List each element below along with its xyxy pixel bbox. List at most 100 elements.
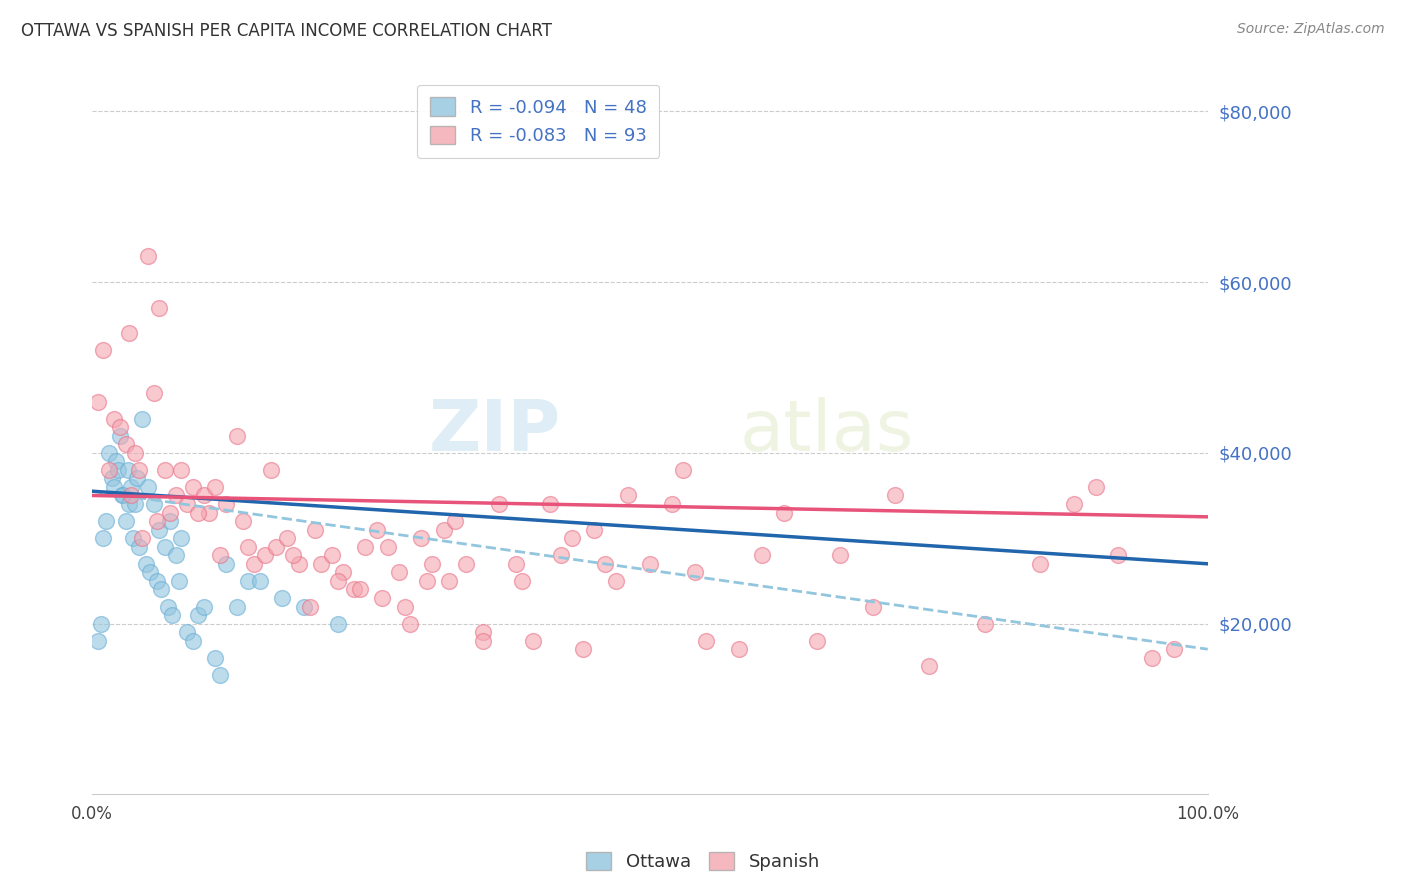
- Point: [209, 548, 232, 562]
- Point: [111, 488, 134, 502]
- Point: [595, 557, 617, 571]
- Point: [973, 616, 995, 631]
- Point: [103, 480, 125, 494]
- Point: [1140, 650, 1163, 665]
- Point: [238, 574, 260, 588]
- Point: [538, 497, 561, 511]
- Point: [125, 471, 148, 485]
- Point: [136, 480, 159, 494]
- Point: [118, 326, 141, 341]
- Point: [193, 488, 215, 502]
- Point: [505, 557, 527, 571]
- Point: [135, 557, 157, 571]
- Point: [276, 531, 298, 545]
- Point: [605, 574, 627, 588]
- Point: [672, 463, 695, 477]
- Point: [260, 463, 283, 477]
- Point: [249, 574, 271, 588]
- Point: [616, 488, 638, 502]
- Point: [471, 625, 494, 640]
- Point: [146, 574, 169, 588]
- Point: [326, 616, 349, 631]
- Text: atlas: atlas: [740, 397, 914, 466]
- Point: [153, 540, 176, 554]
- Point: [120, 480, 142, 494]
- Point: [91, 531, 114, 545]
- Text: Source: ZipAtlas.com: Source: ZipAtlas.com: [1237, 22, 1385, 37]
- Point: [304, 523, 326, 537]
- Point: [136, 249, 159, 263]
- Point: [638, 557, 661, 571]
- Point: [371, 591, 394, 605]
- Point: [238, 540, 260, 554]
- Point: [443, 514, 465, 528]
- Point: [416, 574, 439, 588]
- Point: [157, 599, 180, 614]
- Point: [1063, 497, 1085, 511]
- Point: [170, 463, 193, 477]
- Point: [114, 514, 136, 528]
- Point: [97, 463, 120, 477]
- Point: [215, 497, 238, 511]
- Point: [806, 633, 828, 648]
- Point: [292, 599, 315, 614]
- Point: [695, 633, 717, 648]
- Point: [583, 523, 606, 537]
- Point: [572, 642, 595, 657]
- Point: [772, 506, 794, 520]
- Point: [165, 488, 187, 502]
- Point: [150, 582, 173, 597]
- Point: [187, 506, 209, 520]
- Point: [422, 557, 444, 571]
- Point: [728, 642, 751, 657]
- Point: [287, 557, 309, 571]
- Point: [918, 659, 941, 673]
- Point: [87, 394, 110, 409]
- Legend: R = -0.094   N = 48, R = -0.083   N = 93: R = -0.094 N = 48, R = -0.083 N = 93: [418, 85, 659, 158]
- Text: OTTAWA VS SPANISH PER CAPITA INCOME CORRELATION CHART: OTTAWA VS SPANISH PER CAPITA INCOME CORR…: [21, 22, 553, 40]
- Point: [388, 566, 411, 580]
- Point: [510, 574, 533, 588]
- Point: [437, 574, 460, 588]
- Point: [243, 557, 266, 571]
- Point: [128, 540, 150, 554]
- Point: [94, 514, 117, 528]
- Point: [377, 540, 399, 554]
- Point: [170, 531, 193, 545]
- Point: [321, 548, 343, 562]
- Point: [108, 428, 131, 442]
- Point: [162, 608, 184, 623]
- Point: [226, 428, 249, 442]
- Point: [97, 446, 120, 460]
- Point: [254, 548, 277, 562]
- Point: [522, 633, 544, 648]
- Point: [198, 506, 221, 520]
- Point: [661, 497, 683, 511]
- Point: [399, 616, 422, 631]
- Point: [193, 599, 215, 614]
- Point: [101, 471, 124, 485]
- Point: [131, 411, 153, 425]
- Point: [1085, 480, 1108, 494]
- Point: [103, 411, 125, 425]
- Point: [411, 531, 433, 545]
- Point: [122, 531, 145, 545]
- Point: [120, 488, 142, 502]
- Point: [159, 506, 181, 520]
- Point: [264, 540, 287, 554]
- Point: [209, 668, 232, 682]
- Point: [176, 497, 198, 511]
- Point: [165, 548, 187, 562]
- Point: [107, 463, 129, 477]
- Point: [226, 599, 249, 614]
- Point: [159, 514, 181, 528]
- Point: [131, 531, 153, 545]
- Point: [326, 574, 349, 588]
- Point: [751, 548, 773, 562]
- Point: [124, 446, 146, 460]
- Point: [828, 548, 851, 562]
- Point: [204, 480, 226, 494]
- Point: [139, 566, 162, 580]
- Point: [146, 514, 169, 528]
- Text: ZIP: ZIP: [429, 397, 561, 466]
